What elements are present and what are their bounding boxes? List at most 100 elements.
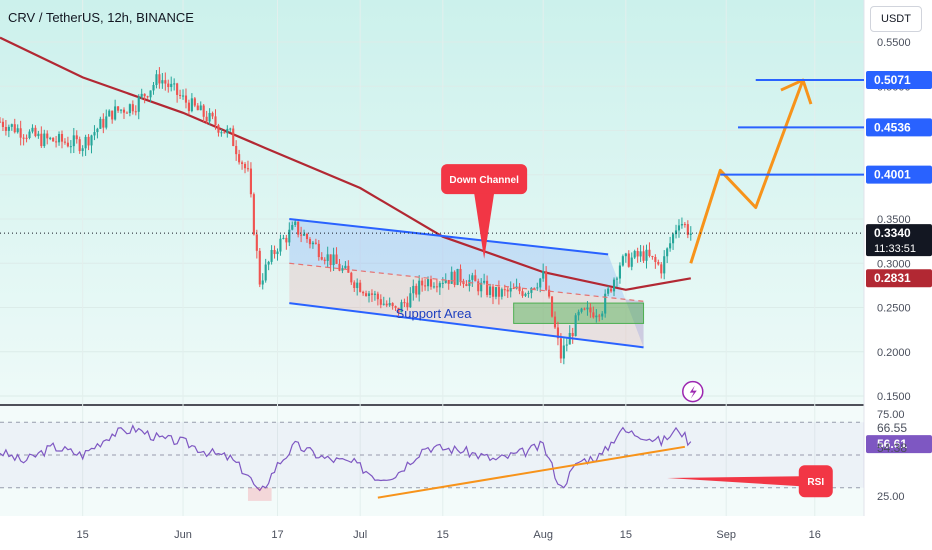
- candle-body: [418, 280, 421, 295]
- price-tag-text: 0.4001: [874, 168, 911, 182]
- candle-body: [140, 93, 143, 97]
- candle-body: [78, 139, 81, 152]
- candle-body: [16, 128, 19, 133]
- candle-body: [426, 279, 430, 287]
- moving-average-line: [0, 36, 691, 291]
- price-tag-text: 0.5071: [874, 73, 911, 87]
- candle-body: [385, 303, 388, 306]
- rsi-value-label: 54.38: [877, 441, 907, 455]
- candle-body: [279, 238, 282, 252]
- candle-body: [550, 296, 554, 317]
- candle-body: [553, 316, 557, 328]
- candle-body: [105, 116, 108, 128]
- candle-body: [651, 256, 654, 258]
- candle-body: [60, 133, 64, 142]
- candle-body: [397, 307, 400, 313]
- candle-body: [639, 251, 642, 257]
- candle-body: [161, 80, 164, 84]
- rsi-trendline[interactable]: [377, 445, 686, 499]
- candle-body: [184, 95, 188, 103]
- channel-lower-line[interactable]: [289, 302, 644, 349]
- candle-body: [435, 286, 438, 288]
- candle-body: [497, 287, 500, 297]
- candle-body: [382, 303, 385, 305]
- candle-body: [601, 313, 604, 317]
- candle-body: [37, 133, 40, 137]
- time-axis-tick-label: Sep: [716, 529, 736, 541]
- candle-body: [359, 282, 362, 292]
- candle-body: [81, 148, 84, 152]
- channel-upper-line[interactable]: [289, 218, 609, 256]
- axes: 0.55000.50000.45000.40000.35000.30000.25…: [0, 37, 932, 541]
- moving-average: [0, 36, 691, 291]
- candle-body: [208, 112, 211, 122]
- candle-body: [196, 105, 199, 111]
- candle-body: [612, 279, 616, 292]
- candle-body: [527, 292, 530, 294]
- candle-body: [370, 293, 374, 295]
- candle-body: [134, 111, 137, 113]
- candle-body: [686, 224, 689, 235]
- candle-body: [627, 253, 630, 267]
- candle-body: [282, 237, 285, 239]
- price-tag-text: 0.4536: [874, 120, 911, 134]
- candle-body: [294, 221, 297, 226]
- price-tag-ma: [866, 269, 932, 288]
- down-channel-label: Down Channel: [449, 175, 519, 186]
- support-area-label: Support Area: [396, 306, 473, 321]
- candle-body: [128, 104, 131, 114]
- price-tag-level: [866, 70, 932, 89]
- candle-body: [202, 105, 205, 117]
- candle-body: [329, 254, 332, 266]
- candle-body: [241, 162, 244, 164]
- candle-body: [308, 239, 312, 245]
- candle-body: [660, 264, 663, 274]
- candle-body: [438, 283, 441, 288]
- candle-body: [444, 280, 447, 283]
- candle-body: [170, 83, 173, 88]
- candle-body: [624, 253, 627, 257]
- candle-body: [545, 271, 548, 290]
- candle-body: [258, 250, 261, 285]
- candle-body: [223, 132, 226, 134]
- price-tag-level: [866, 165, 932, 184]
- candle-body: [367, 293, 371, 296]
- candle-body: [75, 135, 78, 140]
- candle-body: [320, 257, 323, 260]
- candle-body: [232, 128, 235, 146]
- candle-body: [477, 281, 480, 292]
- candle-body: [621, 256, 624, 266]
- candle-body: [447, 280, 450, 284]
- candle-body: [415, 285, 418, 295]
- candle-body: [34, 127, 37, 137]
- candle-body: [615, 278, 619, 280]
- candle-body: [146, 96, 149, 98]
- candle-body: [311, 242, 314, 245]
- candle-body: [10, 124, 13, 127]
- candle-body: [31, 127, 34, 132]
- candle-body: [243, 163, 247, 169]
- candle-body: [57, 133, 61, 143]
- time-axis-tick-label: Jul: [353, 529, 367, 541]
- candle-body: [117, 106, 120, 111]
- candle-body: [421, 280, 424, 286]
- candle-body: [326, 254, 329, 261]
- candle-body: [356, 282, 359, 289]
- projection-path[interactable]: [689, 79, 805, 264]
- candle-body: [347, 265, 350, 273]
- candle-body: [214, 116, 217, 126]
- candle-body: [267, 261, 270, 265]
- candle-body: [524, 293, 527, 296]
- candle-body: [270, 249, 273, 262]
- resistance-levels[interactable]: [720, 78, 864, 176]
- candle-body: [530, 287, 533, 293]
- currency-button[interactable]: USDT: [870, 6, 922, 32]
- candle-body: [592, 312, 595, 318]
- candle-body: [607, 288, 610, 294]
- price-axis-tick-label: 0.1500: [877, 391, 911, 403]
- candle-body: [533, 287, 536, 289]
- candle-body: [143, 93, 146, 97]
- drawing-overlays[interactable]: [289, 78, 813, 349]
